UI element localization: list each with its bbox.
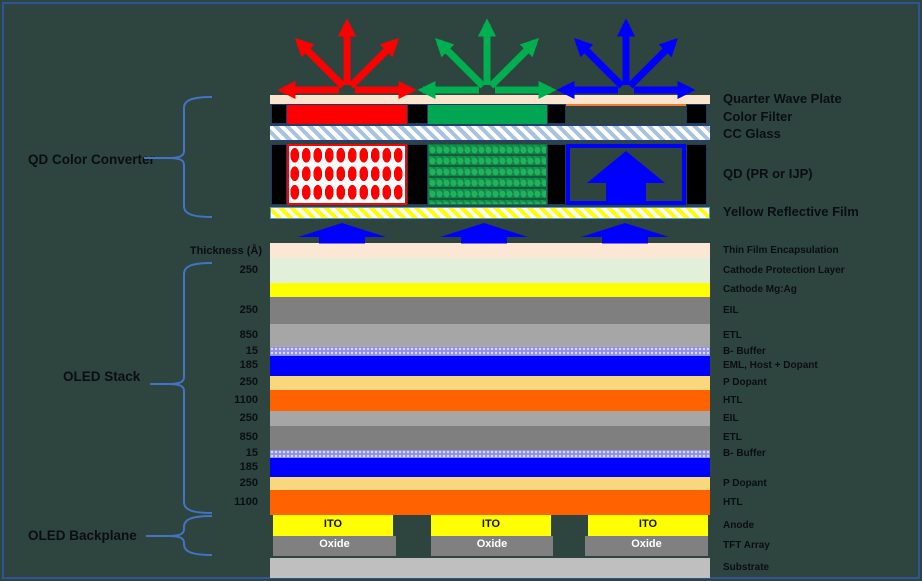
thickness-value-b-buffer: 15 xyxy=(245,344,258,357)
black-matrix-bank xyxy=(686,104,707,124)
qd-green-box xyxy=(428,144,547,205)
oxide-segment-text: Oxide xyxy=(319,538,350,550)
thickness-value-p-dopant: 250 xyxy=(239,376,258,388)
stack-right-label-p-dopant: P Dopant xyxy=(723,477,767,489)
black-matrix-bank xyxy=(547,144,566,205)
brace-oled-backplane xyxy=(167,515,213,556)
stack-right-label-etl: ETL xyxy=(723,329,742,341)
layer-b-buffer xyxy=(270,347,710,356)
layer-eml-host-dopant xyxy=(270,356,710,376)
thickness-value-p-dopant: 250 xyxy=(239,476,258,489)
ito-segment-text: ITO xyxy=(481,517,501,530)
black-matrix-bank xyxy=(686,144,707,205)
layer-etl xyxy=(270,324,710,347)
oled-stack-label: OLED Stack xyxy=(63,369,141,384)
layer-eml-2 xyxy=(270,458,710,477)
brace-oled-stack xyxy=(167,262,213,514)
ito-segment-text: ITO xyxy=(323,517,343,530)
stack-right-label-etl: ETL xyxy=(723,432,742,443)
emission-fan-blue xyxy=(556,18,696,100)
thickness-header: Thickness (Å) xyxy=(189,245,262,257)
stack-right-label-thin-film-encapsulation: Thin Film Encapsulation xyxy=(723,244,839,256)
layer-htl xyxy=(270,390,710,411)
stack-right-label-eil: EIL xyxy=(723,304,739,316)
blue-pump-arrow xyxy=(298,223,386,244)
thickness-value-etl: 850 xyxy=(239,431,258,443)
stack-right-label-eil: EIL xyxy=(723,412,739,424)
backplane-right-label-anode: Anode xyxy=(723,519,755,531)
layer-thin-film-encapsulation xyxy=(270,243,710,258)
stack-right-label-b-buffer: B- Buffer xyxy=(723,448,766,459)
qd-right-label-color-filter: Color Filter xyxy=(723,109,793,124)
stack-right-label-htl: HTL xyxy=(723,394,743,406)
stack-right-label-p-dopant: P Dopant xyxy=(723,377,767,388)
stack-right-label-htl: HTL xyxy=(723,496,743,508)
quarter-wave-plate-layer xyxy=(270,95,710,104)
qd-red-box xyxy=(287,144,407,205)
thickness-value-eil: 250 xyxy=(239,411,258,424)
qd-right-label-qd-pr-or-ijp: QD (PR or IJP) xyxy=(723,166,813,181)
layer-p-dopant xyxy=(270,376,710,390)
layer-htl xyxy=(270,490,710,515)
black-matrix-bank xyxy=(271,104,287,124)
ito-segment: ITO xyxy=(431,515,551,536)
layer-eil xyxy=(270,411,710,426)
stack-right-label-eml-host-dopant: EML, Host + Dopant xyxy=(723,360,818,371)
oxide-segment: Oxide xyxy=(273,536,396,556)
thickness-value-eil: 250 xyxy=(239,303,258,316)
oxide-segment-text: Oxide xyxy=(631,538,662,550)
emission-fan-green xyxy=(417,18,557,100)
oxide-segment: Oxide xyxy=(431,536,553,556)
thickness-value-etl: 850 xyxy=(239,328,258,341)
layer-cathode-protection-layer xyxy=(270,258,710,283)
brace-qd-color-converter xyxy=(167,96,213,218)
oxide-segment: Oxide xyxy=(585,536,708,556)
black-matrix-bank xyxy=(407,144,428,205)
layer-b-buffer xyxy=(270,450,710,458)
cc-glass-layer xyxy=(270,124,710,142)
color-filter-red xyxy=(287,104,407,124)
thickness-value-htl: 1100 xyxy=(234,393,258,406)
stack-right-label-cathode-mg-ag: Cathode Mg:Ag xyxy=(723,284,797,295)
qd-color-converter-label: QD Color Converter xyxy=(28,152,155,167)
black-matrix-bank xyxy=(271,144,287,205)
thickness-value-htl: 1100 xyxy=(234,495,258,508)
ito-segment-text: ITO xyxy=(638,517,658,530)
black-matrix-bank xyxy=(407,104,428,124)
layer-p-dopant xyxy=(270,477,710,490)
thickness-value-eml-2: 185 xyxy=(239,460,258,473)
layer-cathode-mg-ag xyxy=(270,283,710,297)
blue-pump-arrow xyxy=(581,223,669,244)
yellow-reflective-film-layer xyxy=(270,207,710,219)
thickness-value-eml-host-dopant: 185 xyxy=(239,359,258,371)
backplane-right-label-tft-array: TFT Array xyxy=(723,540,770,551)
thickness-value-b-buffer: 15 xyxy=(245,447,258,459)
ito-segment: ITO xyxy=(273,515,393,536)
thickness-value-cathode-protection-layer: 250 xyxy=(239,263,258,276)
stack-right-label-b-buffer: B- Buffer xyxy=(723,345,766,357)
oxide-segment-text: Oxide xyxy=(476,538,508,550)
oled-backplane-label: OLED Backplane xyxy=(28,528,137,543)
layer-etl xyxy=(270,426,710,450)
stack-right-label-cathode-protection-layer: Cathode Protection Layer xyxy=(723,264,845,276)
layer-eil xyxy=(270,297,710,324)
qd-right-label-yellow-reflective-film: Yellow Reflective Film xyxy=(723,204,859,219)
ito-segment: ITO xyxy=(588,515,708,536)
qd-right-label-cc-glass: CC Glass xyxy=(723,126,781,141)
black-matrix-bank xyxy=(547,104,566,124)
backplane-right-label-substrate: Substrate xyxy=(723,562,770,573)
blue-pump-arrow xyxy=(440,223,528,244)
color-filter-green xyxy=(428,104,547,124)
emission-fan-red xyxy=(277,18,417,100)
layer-substrate xyxy=(270,558,710,578)
open-filter-orange-line xyxy=(566,104,686,106)
qd-right-label-quarter-wave-plate: Quarter Wave Plate xyxy=(723,91,842,106)
qd-blue-box xyxy=(566,144,686,205)
